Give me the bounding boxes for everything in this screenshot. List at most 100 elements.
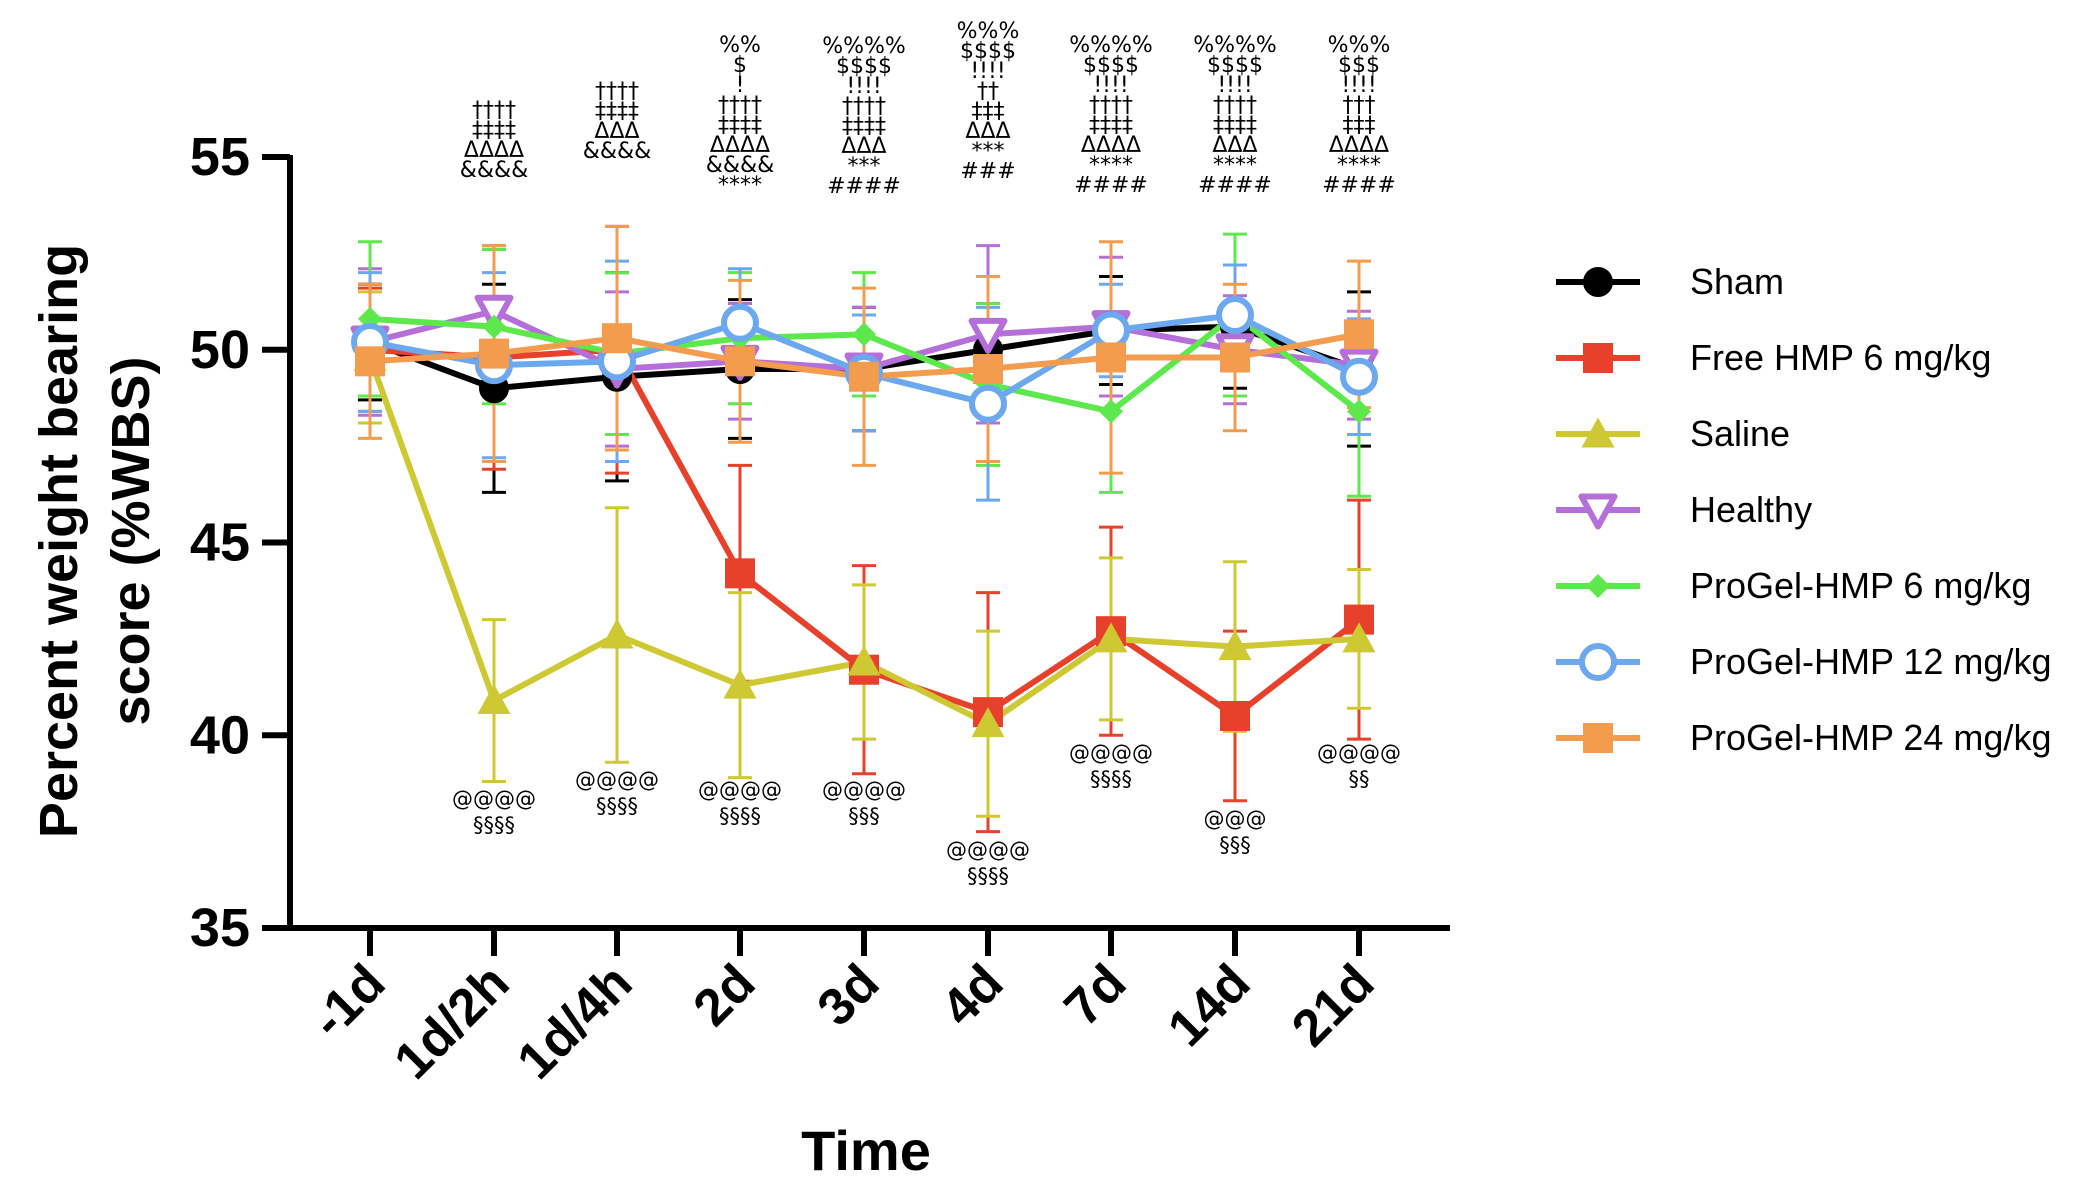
x-tick-label: 1d/2h bbox=[383, 953, 520, 1090]
y-tick-label: 50 bbox=[190, 320, 250, 380]
saline-point bbox=[477, 684, 511, 715]
significance-mark-top: #### bbox=[1322, 173, 1396, 198]
significance-mark-top: !!!! bbox=[1217, 73, 1252, 98]
x-tick-label: 3d bbox=[807, 953, 891, 1037]
significance-mark-top: ‡‡‡ bbox=[972, 99, 1005, 124]
significance-mark-top: †††† bbox=[718, 93, 762, 118]
x-tick-label: 1d/4h bbox=[506, 953, 643, 1090]
free-hmp-6-mg-kg-point bbox=[725, 558, 755, 589]
x-axis-title: Time bbox=[801, 1119, 931, 1178]
significance-mark-top: ΔΔΔΔ bbox=[710, 133, 770, 158]
progel-hmp-6-mg-kg-point bbox=[852, 322, 876, 347]
x-tick-label: 14d bbox=[1157, 953, 1261, 1057]
legend-item-progel-hmp-6-mg-kg: ProGel-HMP 6 mg/kg bbox=[1556, 565, 2031, 606]
significance-mark-top: †††† bbox=[842, 94, 886, 119]
y-tick-label: 35 bbox=[190, 898, 250, 958]
healthy-point bbox=[474, 294, 514, 331]
significance-mark-top: ΔΔΔ bbox=[594, 119, 639, 144]
significance-mark-top: ‡‡‡‡ bbox=[1213, 113, 1257, 138]
legend: Sham Free HMP 6 mg/kg Saline Healthy ProGel-… bbox=[1556, 261, 2051, 758]
significance-mark-bottom: @@@@ bbox=[946, 838, 1030, 862]
significance-mark-bottom: §§§§ bbox=[596, 794, 638, 818]
significance-mark-bottom: §§§§ bbox=[473, 813, 515, 837]
saline-point bbox=[723, 668, 757, 699]
legend-label: Free HMP 6 mg/kg bbox=[1690, 337, 1991, 378]
legend-swatch-marker bbox=[1579, 643, 1617, 681]
significance-mark-top: ### bbox=[960, 159, 1015, 184]
significance-mark-top: #### bbox=[1074, 173, 1148, 198]
x-tick-label: 21d bbox=[1281, 953, 1385, 1057]
legend-label: Saline bbox=[1690, 413, 1790, 454]
x-tick-label: 7d bbox=[1054, 953, 1138, 1037]
legend-label: ProGel-HMP 6 mg/kg bbox=[1690, 565, 2031, 606]
significance-mark-top: &&&& bbox=[706, 153, 775, 178]
saline-point bbox=[847, 645, 881, 676]
significance-mark-bottom: §§ bbox=[1349, 767, 1370, 791]
significance-mark-top: ††† bbox=[1343, 93, 1376, 118]
significance-mark-top: ‡‡‡‡ bbox=[472, 118, 516, 143]
legend-item-progel-hmp-24-mg-kg: ProGel-HMP 24 mg/kg bbox=[1556, 717, 2051, 758]
significance-mark-bottom: @@@@ bbox=[822, 778, 906, 802]
significance-mark-top: *** bbox=[972, 139, 1005, 164]
significance-mark-top: %%%% bbox=[1069, 33, 1153, 58]
progel-hmp-12-mg-kg-point bbox=[721, 303, 759, 342]
significance-mark-top: ΔΔΔΔ bbox=[464, 138, 524, 163]
legend-label: ProGel-HMP 24 mg/kg bbox=[1690, 717, 2051, 758]
significance-mark-top: ΔΔΔ bbox=[1212, 133, 1257, 158]
significance-mark-bottom: @@@@ bbox=[698, 778, 782, 802]
x-tick-label: -1d bbox=[300, 953, 396, 1049]
significance-mark-top: &&&& bbox=[460, 158, 529, 183]
significance-mark-top: ‡‡‡‡ bbox=[718, 113, 762, 138]
significance-mark-top: ‡‡‡‡ bbox=[595, 99, 639, 124]
legend-item-healthy: Healthy bbox=[1556, 489, 1812, 530]
significance-mark-top: ΔΔΔΔ bbox=[1081, 133, 1141, 158]
legend-swatch-marker bbox=[1583, 723, 1613, 753]
significance-mark-top: †††† bbox=[1089, 93, 1133, 118]
saline-point bbox=[1094, 622, 1128, 653]
significance-mark-top: ‡‡‡‡ bbox=[842, 114, 886, 139]
significance-mark-top: !!!! bbox=[1341, 73, 1376, 98]
significance-mark-top: †††† bbox=[595, 79, 639, 104]
progel-hmp-24-mg-kg-point bbox=[355, 346, 385, 377]
progel-hmp-24-mg-kg-point bbox=[1096, 342, 1126, 373]
significance-mark-bottom: §§§§ bbox=[719, 804, 761, 828]
x-tick-label: 4d bbox=[931, 953, 1015, 1037]
progel-hmp-12-mg-kg-point bbox=[1340, 357, 1378, 396]
progel-hmp-24-mg-kg-point bbox=[725, 346, 755, 377]
progel-hmp-12-mg-kg-point bbox=[1216, 296, 1254, 335]
saline-point bbox=[1218, 630, 1252, 661]
significance-mark-top: $$$$ bbox=[960, 39, 1016, 64]
progel-hmp-24-mg-kg-point bbox=[602, 323, 632, 354]
significance-mark-bottom: @@@@ bbox=[575, 768, 659, 792]
significance-mark-top: ΔΔΔΔ bbox=[1329, 133, 1389, 158]
progel-hmp-24-mg-kg-point bbox=[479, 338, 509, 369]
significance-mark-top: †††† bbox=[472, 98, 516, 123]
significance-mark-top: !!!! bbox=[970, 59, 1005, 84]
legend-swatch-marker bbox=[1583, 343, 1613, 373]
legend-swatch-marker bbox=[1583, 267, 1613, 297]
healthy-point bbox=[968, 317, 1008, 354]
saline-point bbox=[971, 707, 1005, 738]
significance-mark-top: $$$$ bbox=[1083, 53, 1139, 78]
legend-swatch-marker bbox=[1578, 493, 1618, 530]
significance-mark-bottom: @@@@ bbox=[452, 787, 536, 811]
significance-mark-bottom: §§§§ bbox=[1090, 767, 1132, 791]
legend-item-free-hmp-6-mg-kg: Free HMP 6 mg/kg bbox=[1556, 337, 1991, 378]
legend-label: Healthy bbox=[1690, 489, 1812, 530]
progel-hmp-6-mg-kg-point bbox=[482, 314, 506, 339]
significance-mark-top: $$$$ bbox=[836, 54, 892, 79]
significance-mark-bottom: @@@@ bbox=[1317, 741, 1401, 765]
y-tick-label: 40 bbox=[190, 705, 250, 765]
significance-mark-top: ‡‡‡ bbox=[1343, 113, 1376, 138]
significance-mark-top: †††† bbox=[1213, 93, 1257, 118]
y-axis-title-line: Percent weight bearing bbox=[29, 244, 89, 838]
significance-mark-top: ‡‡‡‡ bbox=[1089, 113, 1133, 138]
significance-mark-top: **** bbox=[1213, 153, 1257, 178]
significance-mark-top: **** bbox=[1089, 153, 1133, 178]
significance-mark-top: ! bbox=[736, 73, 745, 98]
significance-mark-top: #### bbox=[827, 174, 901, 199]
significance-mark-top: !!!! bbox=[846, 74, 881, 99]
saline-point bbox=[600, 618, 634, 649]
progel-hmp-12-mg-kg-point bbox=[969, 384, 1007, 423]
significance-mark-bottom: §§§ bbox=[848, 804, 880, 828]
